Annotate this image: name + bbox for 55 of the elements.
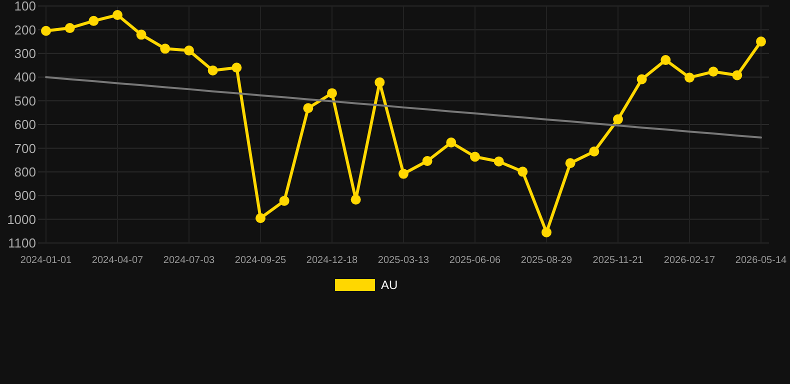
point <box>565 158 576 168</box>
point <box>64 23 75 34</box>
point <box>446 138 456 148</box>
y-tick-label: 600 <box>14 117 36 132</box>
x-tick-label: 2024-07-03 <box>163 255 216 266</box>
point <box>660 55 671 66</box>
x-tick-label: 2024-09-25 <box>234 255 287 266</box>
x-tick-label: 2025-03-13 <box>378 255 430 266</box>
point <box>374 77 385 88</box>
point <box>88 16 99 26</box>
point <box>279 196 290 206</box>
y-tick-label: 200 <box>14 22 36 38</box>
y-tick-label: 1000 <box>7 212 36 227</box>
y-tick-label: 700 <box>14 140 36 156</box>
point <box>542 227 552 238</box>
point <box>136 30 146 40</box>
x-tick-label: 2025-08-29 <box>520 255 573 266</box>
point <box>41 26 51 36</box>
y-tick-label: 100 <box>14 0 36 14</box>
y-tick-label: 900 <box>14 188 36 204</box>
point <box>112 10 122 20</box>
point <box>208 65 218 76</box>
line-series <box>45 76 762 139</box>
point <box>398 168 408 179</box>
y-tick-label: 500 <box>14 93 36 108</box>
legend-label: AU <box>381 278 398 292</box>
y-tick-label: 400 <box>14 70 36 85</box>
point <box>303 103 314 114</box>
point <box>160 44 170 54</box>
point <box>732 70 742 80</box>
x-tick-label: 2025-11-21 <box>592 255 644 266</box>
x-tick-label: 2024-01-01 <box>20 255 72 266</box>
point <box>470 152 480 162</box>
x-tick-label: 2026-02-17 <box>664 255 716 266</box>
point <box>232 62 242 73</box>
point <box>613 114 623 124</box>
point <box>518 166 528 177</box>
y-tick-label: 300 <box>14 46 36 61</box>
point <box>589 146 600 157</box>
point <box>708 66 718 77</box>
y-tick-label: 1100 <box>8 236 36 251</box>
point <box>756 36 766 47</box>
x-tick-label: 2024-04-07 <box>92 255 144 266</box>
point <box>684 72 694 83</box>
point <box>256 213 266 224</box>
point <box>184 46 194 56</box>
x-tick-label: 2025-06-06 <box>449 255 502 266</box>
point <box>636 74 647 84</box>
x-tick-label: 2026-05-14 <box>735 255 788 266</box>
point <box>494 156 504 166</box>
point <box>350 194 361 205</box>
point <box>327 88 337 98</box>
point <box>422 156 432 166</box>
x-tick-label: 2024-12-18 <box>306 255 358 266</box>
y-tick-label: 800 <box>14 164 36 180</box>
